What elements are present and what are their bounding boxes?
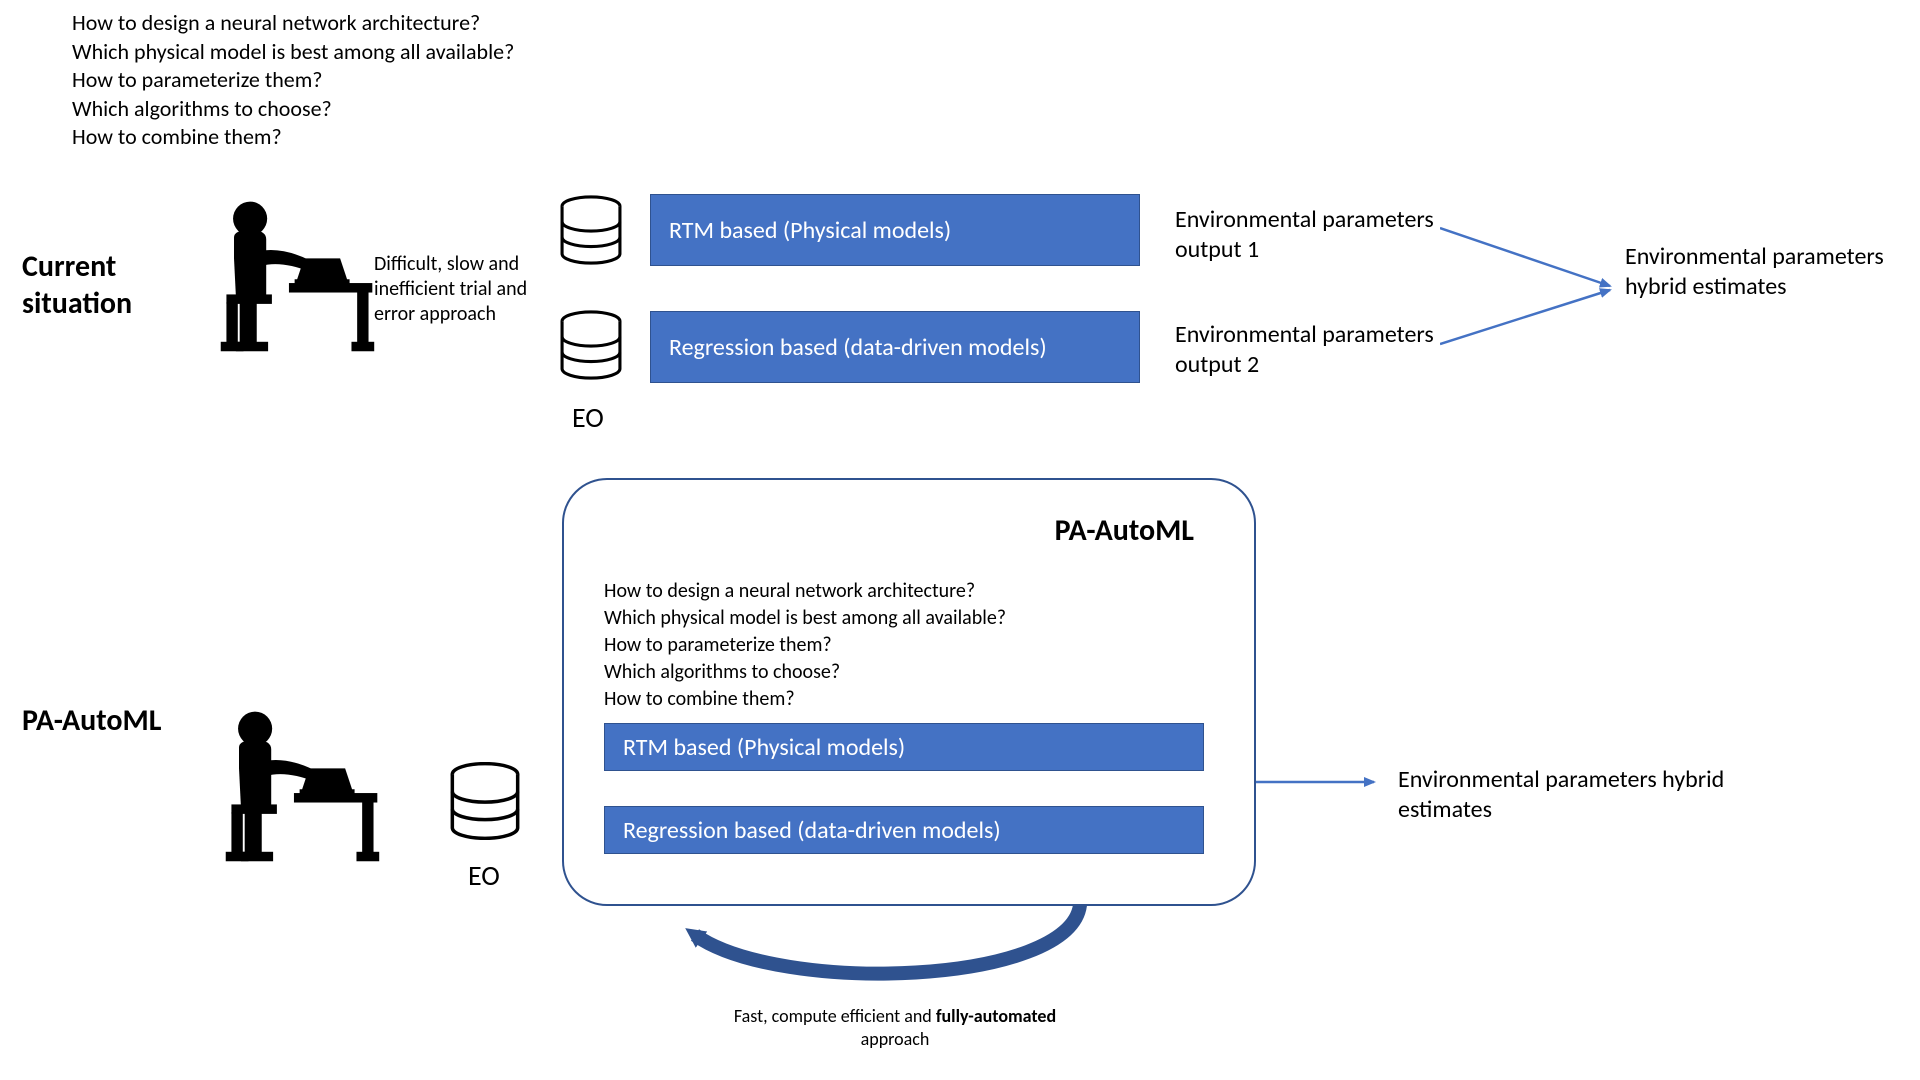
pa-output-text: Environmental parameters hybrid estimate… xyxy=(1398,765,1738,825)
question-item: How to parameterize them? xyxy=(72,66,514,95)
output2-text: Environmental parameters output 2 xyxy=(1175,320,1465,380)
question-item: How to combine them? xyxy=(604,686,1006,713)
trial-error-note: Difficult, slow and inefficient trial an… xyxy=(374,252,554,327)
converging-arrows xyxy=(1440,200,1630,370)
pa-question-list: How to design a neural network architect… xyxy=(604,578,1006,713)
pa-output-arrow xyxy=(1256,772,1386,792)
caption-bold: fully-automated xyxy=(936,1005,1056,1027)
question-item: How to combine them? xyxy=(72,123,514,152)
person-at-desk-icon xyxy=(203,695,383,875)
top-question-list: How to design a neural network architect… xyxy=(72,9,514,152)
database-icon xyxy=(560,310,622,380)
rtm-box: RTM based (Physical models) xyxy=(650,194,1140,266)
database-icon xyxy=(560,195,622,265)
question-item: Which physical model is best among all a… xyxy=(604,605,1006,632)
output1-text: Environmental parameters output 1 xyxy=(1175,205,1465,265)
caption-suffix: approach xyxy=(861,1028,930,1050)
question-item: How to design a neural network architect… xyxy=(604,578,1006,605)
caption-prefix: Fast, compute efficient and xyxy=(734,1005,936,1027)
question-item: Which algorithms to choose? xyxy=(72,95,514,124)
pa-regression-box: Regression based (data-driven models) xyxy=(604,806,1204,854)
eo-label: EO xyxy=(468,858,500,893)
eo-label: EO xyxy=(572,400,604,435)
pa-section-title: PA-AutoML xyxy=(22,702,161,739)
question-item: How to design a neural network architect… xyxy=(72,9,514,38)
question-item: How to parameterize them? xyxy=(604,632,1006,659)
pa-rtm-box: RTM based (Physical models) xyxy=(604,723,1204,771)
pa-container-title: PA-AutoML xyxy=(1055,512,1194,549)
pa-caption: Fast, compute efficient and fully-automa… xyxy=(730,1005,1060,1052)
question-item: Which algorithms to choose? xyxy=(604,659,1006,686)
hybrid-output-text: Environmental parameters hybrid estimate… xyxy=(1625,242,1885,302)
regression-box: Regression based (data-driven models) xyxy=(650,311,1140,383)
current-section-title: Current situation xyxy=(22,248,132,322)
feedback-loop-arrow xyxy=(650,895,1110,1005)
person-at-desk-icon xyxy=(198,185,378,365)
question-item: Which physical model is best among all a… xyxy=(72,38,514,67)
database-icon xyxy=(450,762,520,840)
pa-automl-container: PA-AutoML How to design a neural network… xyxy=(562,478,1256,906)
